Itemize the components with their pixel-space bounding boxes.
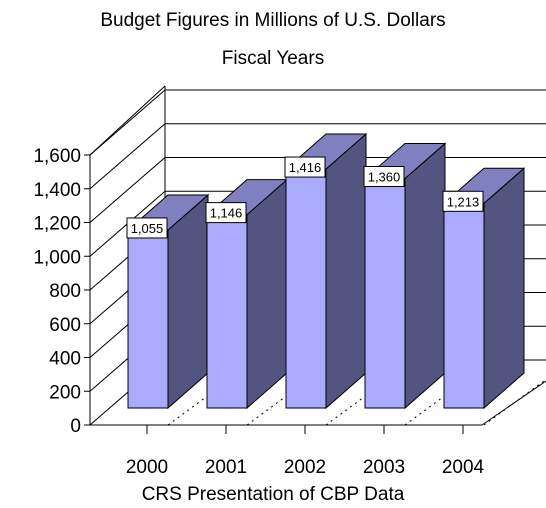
- x-tick-label: 2003: [363, 457, 405, 478]
- data-label-box: [442, 190, 484, 212]
- x-tick-label: 2001: [205, 457, 247, 478]
- y-tick-label: 1,200: [33, 214, 81, 235]
- bar-side-2002: [325, 132, 367, 410]
- data-label: 1,146: [210, 206, 243, 221]
- data-label: 1,055: [131, 221, 164, 236]
- x-tick-label: 2004: [442, 457, 485, 478]
- x-axis-label: CRS Presentation of CBP Data: [141, 484, 405, 505]
- y-tick-label: 200: [49, 382, 81, 403]
- bar-2001: [206, 214, 248, 409]
- bar-side-2000: [167, 193, 209, 410]
- data-label: 1,360: [368, 170, 401, 185]
- bar-2002: [285, 168, 327, 409]
- x-tick-label: 2000: [126, 457, 168, 478]
- bar-side-2004: [483, 167, 525, 410]
- bar-2004: [443, 202, 485, 409]
- y-tick-label: 0: [70, 416, 81, 437]
- data-label-box: [284, 156, 326, 178]
- gridline-left-1200: [89, 157, 166, 223]
- data-label-box: [205, 202, 247, 224]
- data-label: 1,213: [447, 194, 480, 209]
- y-tick-label: 1,600: [33, 146, 81, 167]
- left-wall-top-edge: [89, 85, 166, 156]
- bar-2000: [127, 229, 169, 409]
- data-label: 1,416: [289, 160, 322, 175]
- y-tick-label: 600: [49, 315, 81, 336]
- bar-side-2003: [404, 142, 446, 410]
- y-tick-label: 800: [49, 281, 81, 302]
- x-tick-label: 2002: [284, 457, 326, 478]
- y-tick-label: 1,400: [33, 180, 81, 201]
- y-tick-label: 400: [49, 349, 81, 370]
- bar-2003: [364, 178, 406, 409]
- data-label-box: [363, 166, 405, 187]
- gridline-left-1600: [89, 89, 166, 156]
- chart-subtitle: Fiscal Years: [221, 48, 325, 69]
- chart-title: Budget Figures in Millions of U.S. Dolla…: [100, 10, 446, 31]
- floor-divider: [483, 378, 546, 426]
- data-label-box: [126, 217, 168, 239]
- gridline-left-1400: [89, 123, 166, 190]
- y-tick-label: 1,000: [33, 247, 81, 268]
- bar-side-2001: [246, 178, 288, 410]
